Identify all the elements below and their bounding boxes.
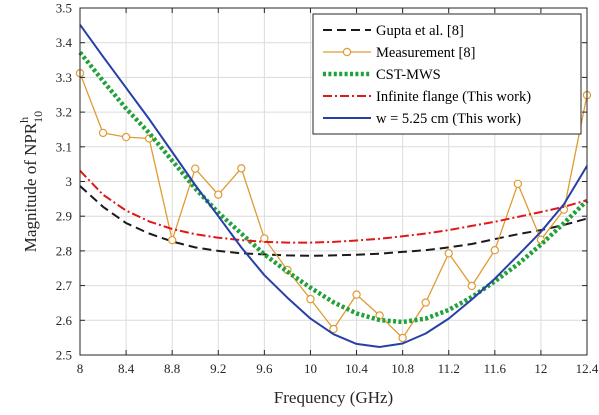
x-tick-label: 9.2	[210, 361, 226, 376]
data-point	[329, 324, 338, 334]
y-tick-label: 3.5	[56, 1, 72, 16]
data-point	[214, 190, 223, 199]
legend-item: Infinite flange (This work)	[323, 89, 531, 105]
x-tick-label: 10.8	[391, 361, 414, 376]
data-point	[121, 132, 131, 142]
legend-item: Measurement [8]	[323, 45, 475, 61]
data-point	[444, 249, 453, 258]
x-tick-label: 12.4	[576, 361, 599, 376]
x-tick-label: 10.4	[345, 361, 368, 376]
series-infinite-flange-this-work	[79, 170, 588, 244]
legend-item: CST-MWS	[323, 67, 441, 83]
legend-marker	[342, 47, 352, 57]
series-w-5-25-cm-this-work	[79, 24, 588, 348]
y-tick-label: 3.1	[56, 139, 72, 154]
y-axis-label-superscript: h	[17, 117, 31, 123]
data-point	[352, 290, 361, 299]
data-point	[191, 164, 200, 173]
y-tick-label: 2.5	[56, 348, 72, 363]
series-line	[79, 170, 588, 244]
legend-label: Measurement [8]	[376, 45, 475, 61]
y-axis-label-subscript: 10	[31, 111, 45, 123]
y-axis-label-text: Magnitude of NPR	[21, 122, 40, 252]
series-line	[78, 50, 589, 325]
x-tick-label: 10	[304, 361, 317, 376]
y-tick-label: 2.6	[56, 313, 73, 328]
data-point	[421, 298, 430, 307]
series-layer	[75, 24, 592, 348]
axis-ticks: 8 8.4 8.8 9.2 9.6 10 10.4 10.8 11.2 11.6 12 12.4 2.5…	[56, 1, 599, 377]
x-tick-label: 12	[534, 361, 547, 376]
data-point	[98, 128, 108, 138]
legend-label: w = 5.25 cm (This work)	[376, 111, 521, 127]
data-point	[237, 164, 246, 173]
x-tick-label: 9.6	[256, 361, 273, 376]
series-measurement-8	[75, 69, 592, 343]
x-axis-label: Frequency (GHz)	[274, 388, 393, 407]
x-tick-label: 8	[77, 361, 84, 376]
data-point	[306, 294, 315, 304]
y-tick-label: 2.8	[56, 243, 72, 258]
y-axis-label: Magnitude of NPRh10	[17, 111, 45, 252]
y-tick-label: 3	[66, 174, 73, 189]
y-tick-label: 3.4	[56, 35, 73, 50]
series-cst-mws	[78, 50, 589, 325]
y-tick-label: 2.9	[56, 209, 72, 224]
legend-label: Infinite flange (This work)	[376, 89, 531, 105]
x-tick-label: 11.6	[484, 361, 507, 376]
data-point	[398, 333, 407, 343]
data-point	[513, 179, 523, 189]
legend: Gupta et al. [8] Measurement [8] CST-MWS In…	[312, 13, 582, 135]
data-point	[467, 281, 476, 291]
data-point	[490, 246, 500, 255]
x-tick-label: 8.8	[164, 361, 180, 376]
legend-label: CST-MWS	[376, 67, 441, 83]
y-tick-label: 3.2	[56, 105, 72, 120]
x-tick-label: 11.2	[438, 361, 460, 376]
series-line	[79, 24, 588, 348]
data-point	[167, 235, 177, 245]
legend-label: Gupta et al. [8]	[376, 23, 464, 39]
series-gupta-et-al-8	[79, 185, 588, 257]
y-tick-label: 2.7	[56, 278, 73, 293]
y-tick-label: 3.3	[56, 70, 72, 85]
legend-item: w = 5.25 cm (This work)	[323, 111, 521, 127]
legend-item: Gupta et al. [8]	[323, 23, 464, 39]
x-tick-label: 8.4	[118, 361, 135, 376]
series-line	[79, 185, 588, 257]
